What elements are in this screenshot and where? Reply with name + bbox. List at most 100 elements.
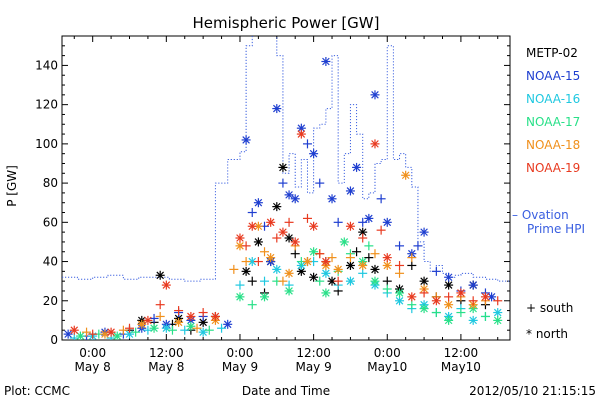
north-marker: [235, 292, 245, 302]
legend-marker-south: + south: [526, 301, 573, 315]
south-marker: [131, 327, 141, 337]
north-marker: [309, 247, 319, 257]
north-marker: [444, 315, 454, 325]
south-marker: [241, 241, 251, 251]
x-tick-label-date: May 9: [295, 360, 331, 374]
y-tick-label: 140: [35, 58, 58, 72]
marker-stroke: [187, 322, 195, 331]
marker-stroke: [346, 187, 355, 195]
ovation-hpi-line: [62, 36, 510, 282]
north-marker: [345, 221, 355, 231]
south-marker: [302, 213, 312, 223]
north-marker: [395, 288, 405, 298]
marker-stroke: [76, 332, 85, 340]
marker-stroke: [297, 130, 306, 138]
north-marker: [419, 227, 429, 237]
marker-stroke: [236, 293, 244, 301]
south-marker: [217, 323, 227, 333]
marker-stroke: [272, 265, 281, 274]
south-marker: [290, 249, 300, 259]
north-marker: [210, 311, 220, 321]
marker-stroke: [346, 277, 355, 285]
marker-stroke: [444, 281, 453, 289]
marker-stroke: [156, 271, 164, 280]
marker-stroke: [371, 91, 379, 99]
south-marker: [407, 253, 417, 263]
marker-stroke: [260, 293, 269, 301]
north-marker: [309, 149, 319, 159]
marker-stroke: [420, 228, 428, 236]
marker-stroke: [174, 318, 183, 327]
marker-stroke: [248, 222, 257, 231]
north-marker: [444, 280, 454, 290]
marker-stroke: [346, 222, 355, 231]
marker-stroke: [352, 163, 361, 172]
marker-stroke: [272, 202, 281, 211]
x-axis-label: Date and Time: [242, 384, 330, 398]
north-marker: [143, 315, 153, 325]
south-marker: [155, 311, 165, 321]
marker-stroke: [493, 316, 502, 325]
marker-stroke: [107, 328, 115, 336]
marker-stroke: [469, 316, 477, 325]
north-marker: [321, 56, 331, 66]
south-marker: [247, 300, 257, 310]
marker-stroke: [144, 316, 152, 325]
legend-entry: NOAA-17: [526, 115, 580, 129]
south-marker: [180, 325, 190, 335]
north-marker: [290, 194, 300, 204]
south-marker: [125, 323, 135, 333]
x-tick-label-date: May10: [441, 360, 481, 374]
south-marker: [69, 333, 79, 340]
legend: METP-02 NOAA-15 NOAA-16 NOAA-17 NOAA-18 NOAA-…: [512, 46, 585, 341]
north-marker: [431, 296, 441, 306]
south-marker: [407, 300, 417, 310]
north-marker: [419, 304, 429, 314]
marker-stroke: [242, 136, 250, 144]
north-marker: [149, 323, 159, 333]
south-marker: [419, 288, 429, 298]
marker-stroke: [309, 222, 318, 231]
south-marker: [352, 247, 362, 257]
south-marker: [315, 276, 325, 286]
north-marker: [370, 139, 380, 149]
marker-stroke: [285, 269, 293, 278]
north-marker: [241, 266, 251, 276]
south-marker: [413, 241, 423, 251]
south-marker: [247, 276, 257, 286]
marker-stroke: [322, 257, 330, 266]
x-tick-label-time: 12:00: [149, 346, 184, 360]
north-marker: [247, 221, 257, 231]
north-marker: [272, 264, 282, 274]
north-marker: [370, 276, 380, 286]
south-marker: [358, 233, 368, 243]
south-marker: [235, 280, 245, 290]
north-marker: [253, 237, 263, 247]
south-marker: [253, 257, 263, 267]
x-tick-label-time: 12:00: [444, 346, 479, 360]
marker-stroke: [420, 277, 428, 285]
marker-stroke: [340, 238, 349, 246]
x-tick-label-date: May10: [367, 360, 407, 374]
marker-stroke: [297, 124, 306, 132]
marker-stroke: [199, 318, 207, 327]
south-marker: [272, 233, 282, 243]
north-marker: [345, 260, 355, 270]
north-marker: [401, 170, 411, 180]
marker-stroke: [383, 218, 392, 227]
south-marker: [229, 264, 239, 274]
south-marker: [395, 260, 405, 270]
legend-marker-north: * north: [526, 327, 568, 341]
marker-stroke: [242, 267, 250, 276]
marker-stroke: [309, 149, 318, 158]
south-marker: [167, 325, 177, 335]
marker-stroke: [236, 234, 244, 242]
marker-stroke: [248, 257, 257, 266]
marker-stroke: [266, 218, 275, 227]
marker-stroke: [162, 281, 171, 289]
north-marker: [480, 292, 490, 302]
y-axis-label: P [GW]: [5, 165, 19, 207]
marker-stroke: [432, 296, 441, 305]
south-marker: [143, 325, 153, 335]
